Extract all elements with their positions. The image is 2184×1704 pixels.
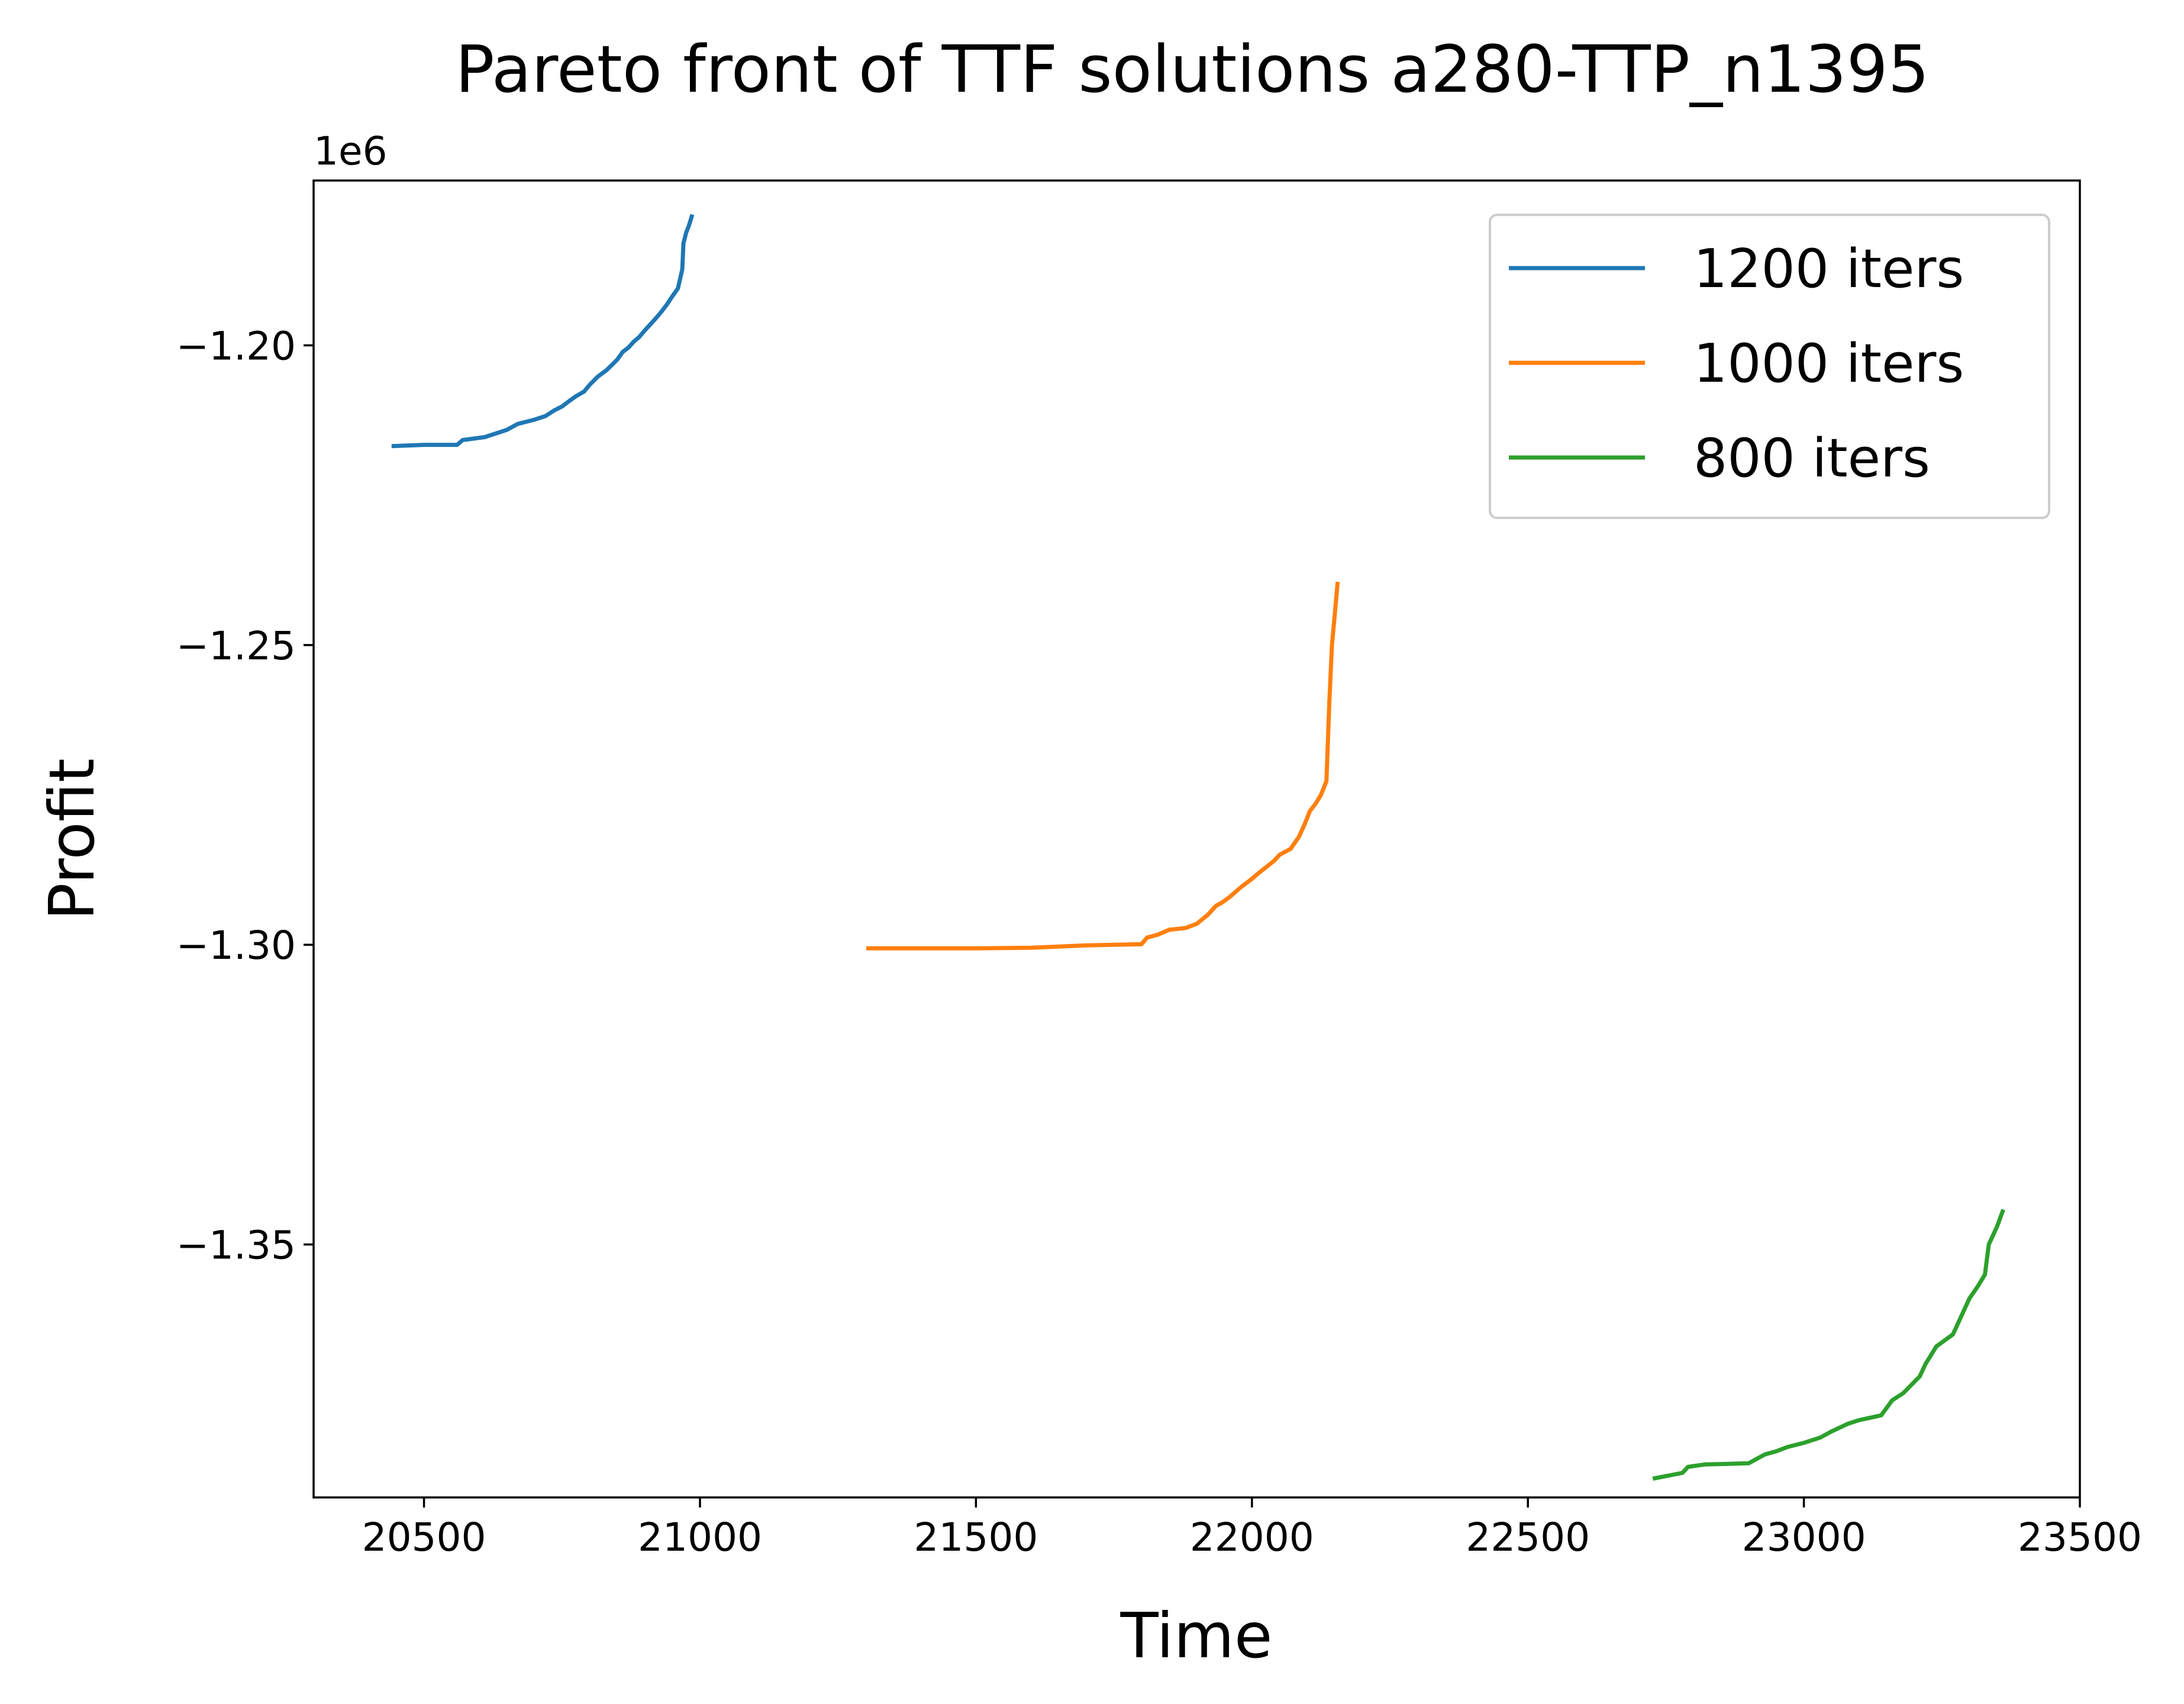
legend-label-3: 800 iters <box>1693 427 1930 489</box>
chart-title: Pareto front of TTF solutions a280-TTP_n… <box>455 31 1929 107</box>
legend-label-1: 1200 iters <box>1693 238 1964 300</box>
legend: 1200 iters 1000 iters 800 iters <box>1489 214 2050 519</box>
series-line-3 <box>1652 1209 2005 1481</box>
x-tick-label: 21000 <box>638 1515 762 1560</box>
x-tick-label: 23000 <box>1742 1515 1866 1560</box>
series-line-1 <box>391 214 695 449</box>
y-axis-offset-label: 1e6 <box>314 128 388 174</box>
x-tick-label: 23500 <box>2018 1515 2142 1560</box>
series-line-2 <box>866 581 1340 951</box>
x-tick-label: 21500 <box>914 1515 1038 1560</box>
x-tick-label: 22500 <box>1466 1515 1590 1560</box>
legend-label-2: 1000 iters <box>1693 333 1964 395</box>
legend-items: 1200 iters 1000 iters 800 iters <box>1509 238 1964 489</box>
y-axis-label: Profit <box>36 758 108 920</box>
y-tick-label: −1.35 <box>176 1223 296 1268</box>
x-axis-label: Time <box>1120 1600 1273 1672</box>
x-tick-label: 22000 <box>1190 1515 1314 1560</box>
legend-box <box>1489 214 2050 519</box>
y-axis-ticks: −1.20 −1.25 −1.30 −1.35 <box>176 324 314 1268</box>
y-tick-label: −1.25 <box>176 623 296 669</box>
y-tick-label: −1.20 <box>176 324 296 369</box>
x-tick-label: 20500 <box>362 1515 486 1560</box>
x-axis-ticks: 20500 21000 21500 22000 22500 23000 23500 <box>362 1497 2142 1560</box>
plot-area-frame <box>312 179 2081 1499</box>
y-tick-label: −1.30 <box>176 923 296 968</box>
series-layer <box>391 214 2005 1481</box>
